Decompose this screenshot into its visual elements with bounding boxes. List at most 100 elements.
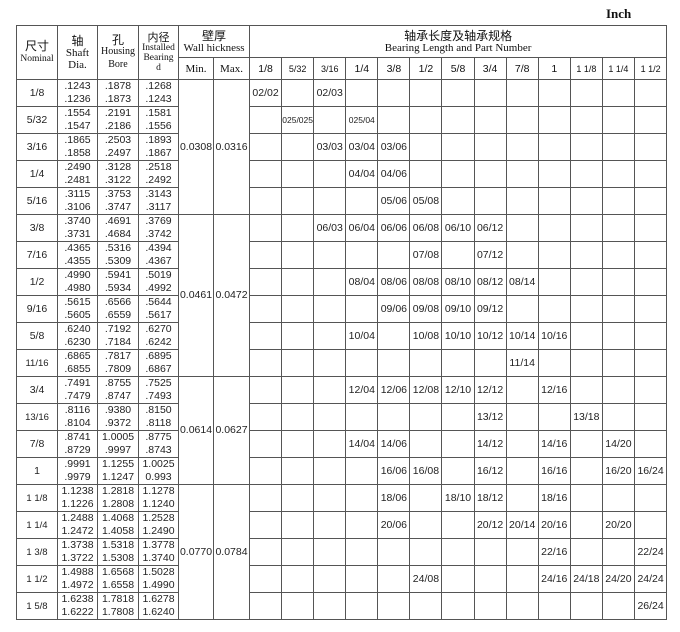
installed-cell: .2518.2492 — [138, 160, 179, 188]
part-number-cell: 24/24 — [633, 565, 668, 593]
housing-max-value: 1.4068 — [101, 512, 135, 525]
shaft-max-value: .1554 — [64, 107, 91, 120]
part-number-cell — [569, 268, 603, 296]
header-nominal-cn: 尺寸 — [24, 39, 49, 53]
installed-min-value: .3117 — [145, 201, 172, 213]
part-number-cell — [441, 241, 475, 269]
part-number-cell: 20/12 — [473, 511, 507, 539]
part-number-cell — [313, 592, 347, 620]
header-installed-en1: Installed — [142, 42, 175, 53]
shaft-cell: .9991.9979 — [57, 457, 98, 485]
shaft-cell: .1243.1236 — [57, 79, 98, 107]
part-number-cell — [601, 214, 635, 242]
shaft-max-value: .7491 — [64, 377, 91, 390]
housing-max-value: .3753 — [104, 188, 132, 201]
table-row: 9/16.5615.5605.6566.6559.5644.5617 09/06 0… — [16, 295, 668, 323]
part-number-cell — [377, 241, 411, 269]
installed-min-value: .8743 — [145, 444, 172, 456]
part-number-cell — [569, 160, 603, 188]
part-number-cell — [441, 79, 475, 107]
installed-max-value: .8775 — [145, 431, 172, 444]
part-number-cell — [313, 511, 347, 539]
part-number-cell — [633, 322, 668, 350]
installed-min-value: .2492 — [145, 174, 172, 186]
installed-max-value: .8150 — [145, 404, 172, 417]
part-number-cell — [473, 79, 507, 107]
part-number-cell — [473, 133, 507, 161]
table-row: 1 1/8 1.1238 1.1226 1.2818 1.2808 1.1278 1.124… — [16, 484, 668, 620]
shaft-max-value: .3115 — [64, 188, 91, 201]
part-number-cell — [569, 592, 603, 620]
shaft-max-value: .6865 — [64, 350, 91, 363]
part-number-cell — [313, 295, 347, 323]
part-number-cell — [537, 592, 571, 620]
part-number-cell — [345, 511, 379, 539]
header-shaft-en2: Dia. — [68, 58, 87, 71]
part-number-cell — [633, 376, 668, 404]
table-row: 1 5/8 1.6238 1.6222 1.7818 1.7808 1.6278 1.624… — [16, 592, 668, 620]
installed-cell: .6895.6867 — [138, 349, 179, 377]
shaft-max-value: .9991 — [64, 458, 91, 471]
installed-min-value: .8118 — [145, 417, 172, 429]
wall-max-cell: 0.0472 — [212, 214, 251, 377]
part-number-cell: 06/06 — [377, 214, 411, 242]
part-number-cell — [569, 187, 603, 215]
part-number-cell: 09/08 — [409, 295, 443, 323]
installed-min-value: 1.6240 — [142, 606, 175, 618]
shaft-min-value: .4980 — [64, 282, 91, 294]
part-number-cell — [377, 349, 411, 377]
part-number-cell — [633, 511, 668, 539]
nominal-cell: 3/8 — [16, 214, 58, 242]
installed-cell: 1.1278 1.1240 — [138, 484, 179, 512]
housing-min-value: 1.7808 — [101, 606, 135, 618]
installed-min-value: .4367 — [145, 255, 172, 267]
header-length-col: 3/4 — [473, 57, 507, 80]
shaft-cell: 1.1238 1.1226 — [57, 484, 98, 512]
part-number-cell — [473, 187, 507, 215]
part-number-cell — [345, 457, 379, 485]
installed-max-value: .7525 — [145, 377, 172, 390]
part-number-cell: 10/04 — [345, 322, 379, 350]
part-number-cell — [345, 79, 379, 107]
part-number-cell: 24/16 — [537, 565, 571, 593]
part-number-cell — [569, 349, 603, 377]
housing-cell: 1.6568 1.6558 — [97, 565, 139, 593]
part-number-cell — [633, 484, 668, 512]
housing-cell: .5316.5309 — [97, 241, 139, 269]
housing-cell: .9380.9372 — [97, 403, 139, 431]
header-length-en: Bearing Length and Part Number — [384, 41, 532, 54]
housing-max-value: .2191 — [104, 107, 132, 120]
part-number-cell — [313, 430, 347, 458]
installed-max-value: 1.6278 — [142, 593, 175, 606]
housing-min-value: .3747 — [104, 201, 132, 213]
part-number-cell — [441, 430, 475, 458]
part-number-cell — [409, 79, 443, 107]
part-number-cell — [377, 106, 411, 134]
housing-min-value: .7809 — [104, 363, 132, 375]
part-number-cell: 10/14 — [505, 322, 539, 350]
part-number-cell — [505, 403, 539, 431]
part-number-cell: 24/20 — [601, 565, 635, 593]
housing-min-value: 1.4058 — [101, 525, 135, 537]
header-installed: 内径 Installed Bearing d — [138, 25, 179, 80]
header-installed-en3: d — [156, 62, 161, 73]
header-length-col: 3/8 — [377, 57, 411, 80]
part-number-cell — [345, 592, 379, 620]
housing-max-value: .9380 — [104, 404, 132, 417]
shaft-cell: .7491.7479 — [57, 376, 98, 404]
table-row: 5/32.1554.1547.2191.2186.1581.1556 025/02… — [16, 106, 668, 134]
part-number-cell: 22/16 — [537, 538, 571, 566]
part-number-cell — [601, 79, 635, 107]
shaft-min-value: .5605 — [64, 309, 91, 321]
header-housing: 孔 Housing Bore — [97, 25, 139, 80]
part-number-cell — [249, 133, 283, 161]
table-row: 5/16.3115.3106.3753.3747.3143.3117 05/06 0… — [16, 187, 668, 215]
part-number-cell — [377, 403, 411, 431]
shaft-min-value: .8729 — [64, 444, 91, 456]
part-number-cell — [473, 106, 507, 134]
part-number-cell — [537, 187, 571, 215]
part-number-cell — [345, 484, 379, 512]
housing-cell: .3128.3122 — [97, 160, 139, 188]
shaft-max-value: 1.6238 — [61, 593, 94, 606]
header-housing-en2: Bore — [108, 58, 128, 70]
